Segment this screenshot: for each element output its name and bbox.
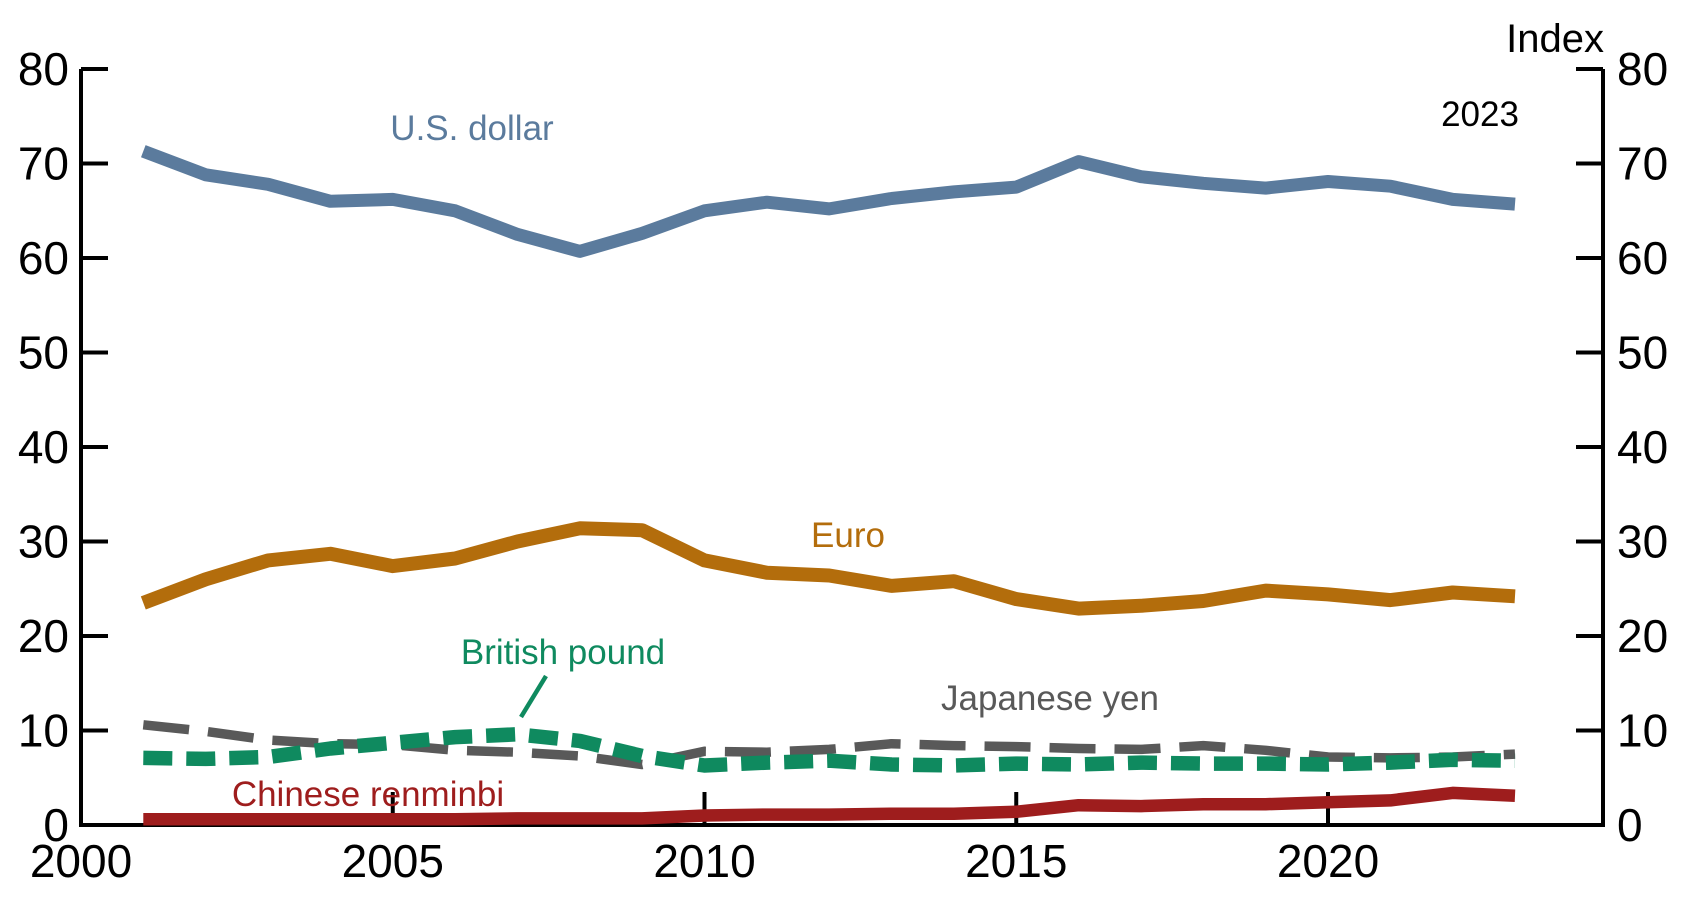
- british-pound-pointer-line: [519, 674, 548, 719]
- x-tick-label: 2020: [1277, 835, 1379, 887]
- x-tick-label: 2010: [653, 835, 755, 887]
- y-tick-label-right: 70: [1617, 138, 1668, 190]
- y-tick-label-left: 30: [18, 516, 69, 568]
- corner-labels: Index 2023: [1441, 17, 1604, 134]
- euro-series-label: Euro: [811, 516, 885, 555]
- y-tick-label-right: 0: [1617, 799, 1643, 851]
- series-labels: U.S. dollar Euro British pound Japanese …: [232, 109, 1159, 814]
- y-tick-label-left: 60: [18, 232, 69, 284]
- series-line-usd: [141, 145, 1516, 258]
- x-tick-label: 2005: [342, 835, 444, 887]
- us-dollar-series-label: U.S. dollar: [390, 109, 554, 148]
- y-tick-label-right: 30: [1617, 516, 1668, 568]
- x-tick-label: 2015: [965, 835, 1067, 887]
- y-tick-label-right: 10: [1617, 705, 1668, 757]
- series-lines: [140, 145, 1516, 826]
- series-line-euro: [140, 521, 1516, 616]
- chinese-renminbi-series-label: Chinese renminbi: [232, 775, 504, 814]
- axes: [79, 67, 1605, 827]
- index-axis-title: Index: [1506, 17, 1604, 61]
- y-tick-label-left: 70: [18, 138, 69, 190]
- series-line-pound: [143, 727, 1516, 773]
- y-tick-label-right: 20: [1617, 610, 1668, 662]
- latest-year-annotation: 2023: [1441, 95, 1519, 134]
- y-tick-label-right: 50: [1617, 327, 1668, 379]
- y-tick-label-left: 10: [18, 705, 69, 757]
- british-pound-series-label: British pound: [461, 633, 665, 672]
- japanese-yen-series-label: Japanese yen: [941, 679, 1159, 718]
- y-tick-label-right: 40: [1617, 421, 1668, 473]
- y-tick-label-left: 50: [18, 327, 69, 379]
- y-tick-label-left: 80: [18, 43, 69, 95]
- y-tick-label-right: 80: [1617, 43, 1668, 95]
- y-tick-label-left: 20: [18, 610, 69, 662]
- y-tick-label-left: 0: [43, 799, 69, 851]
- x-tick-label: 2000: [30, 835, 132, 887]
- y-tick-label-left: 40: [18, 421, 69, 473]
- series-line-rmb: [143, 786, 1516, 826]
- y-tick-label-right: 60: [1617, 232, 1668, 284]
